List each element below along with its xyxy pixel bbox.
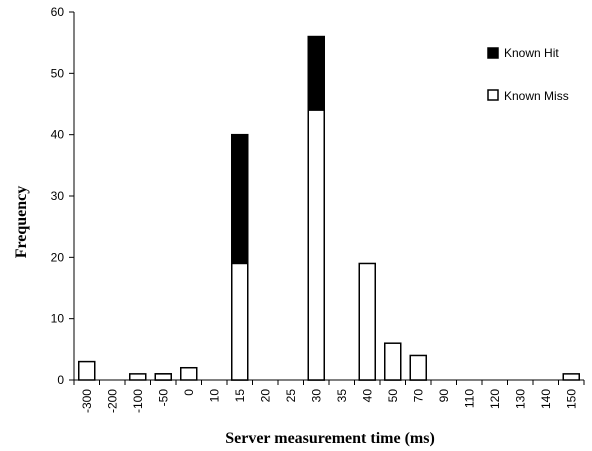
y-axis: 0 10 20 30 40 50 60 [51,5,75,387]
x-tick-label: 35 [335,389,349,403]
y-tick-label: 30 [51,189,65,203]
y-tick-label: 60 [51,5,65,19]
y-axis-title: Frequency [13,186,30,259]
bar-known-miss [562,373,580,381]
legend-label-known-miss: Known Miss [504,89,569,103]
x-tick-label: 30 [309,389,323,403]
bar-known-miss [129,373,147,381]
bar-known-miss [231,262,249,381]
x-tick-label: -300 [80,389,94,413]
x-tick-label: 25 [284,389,298,403]
y-tick-label: 50 [51,66,65,80]
legend-swatch-known-miss [487,89,499,101]
bar-known-miss [384,342,402,381]
legend-swatch-known-hit [487,47,499,59]
x-tick-label: 15 [233,389,247,403]
x-axis-title: Server measurement time (ms) [225,430,435,447]
x-axis: -300 -200 -100 -50 0 10 15 20 25 30 35 40 50 70 90 110 1… [73,379,585,413]
x-tick-label: -100 [131,389,145,413]
bar-known-miss [78,360,96,381]
x-tick-label: 110 [462,389,476,408]
bar-known-miss [307,109,325,381]
x-tick-label: 10 [207,389,221,403]
x-tick-label: -50 [156,389,170,407]
bar-known-miss [154,373,172,381]
y-tick-label: 0 [57,373,64,387]
x-tick-label: 50 [386,389,400,403]
x-tick-label: 90 [437,389,451,403]
y-tick-label: 40 [51,128,65,142]
y-tick-label: 20 [51,250,65,264]
bars [78,35,580,381]
bar-known-miss [180,366,198,381]
x-tick-label: 20 [258,389,272,403]
x-tick-label: 0 [182,389,196,396]
x-tick-label: 70 [411,389,425,403]
x-tick-label: 130 [513,389,527,409]
x-tick-label: 40 [360,389,374,403]
x-tick-label: 140 [539,389,553,409]
y-tick-label: 10 [51,312,65,326]
legend-label-known-hit: Known Hit [504,46,559,60]
bar-known-miss [358,262,376,381]
x-tick-label: -200 [105,389,119,413]
x-tick-label: 150 [564,389,578,409]
legend: Known Hit Known Miss [487,46,569,103]
bar-known-miss [409,354,427,381]
x-tick-label: 120 [488,389,502,409]
